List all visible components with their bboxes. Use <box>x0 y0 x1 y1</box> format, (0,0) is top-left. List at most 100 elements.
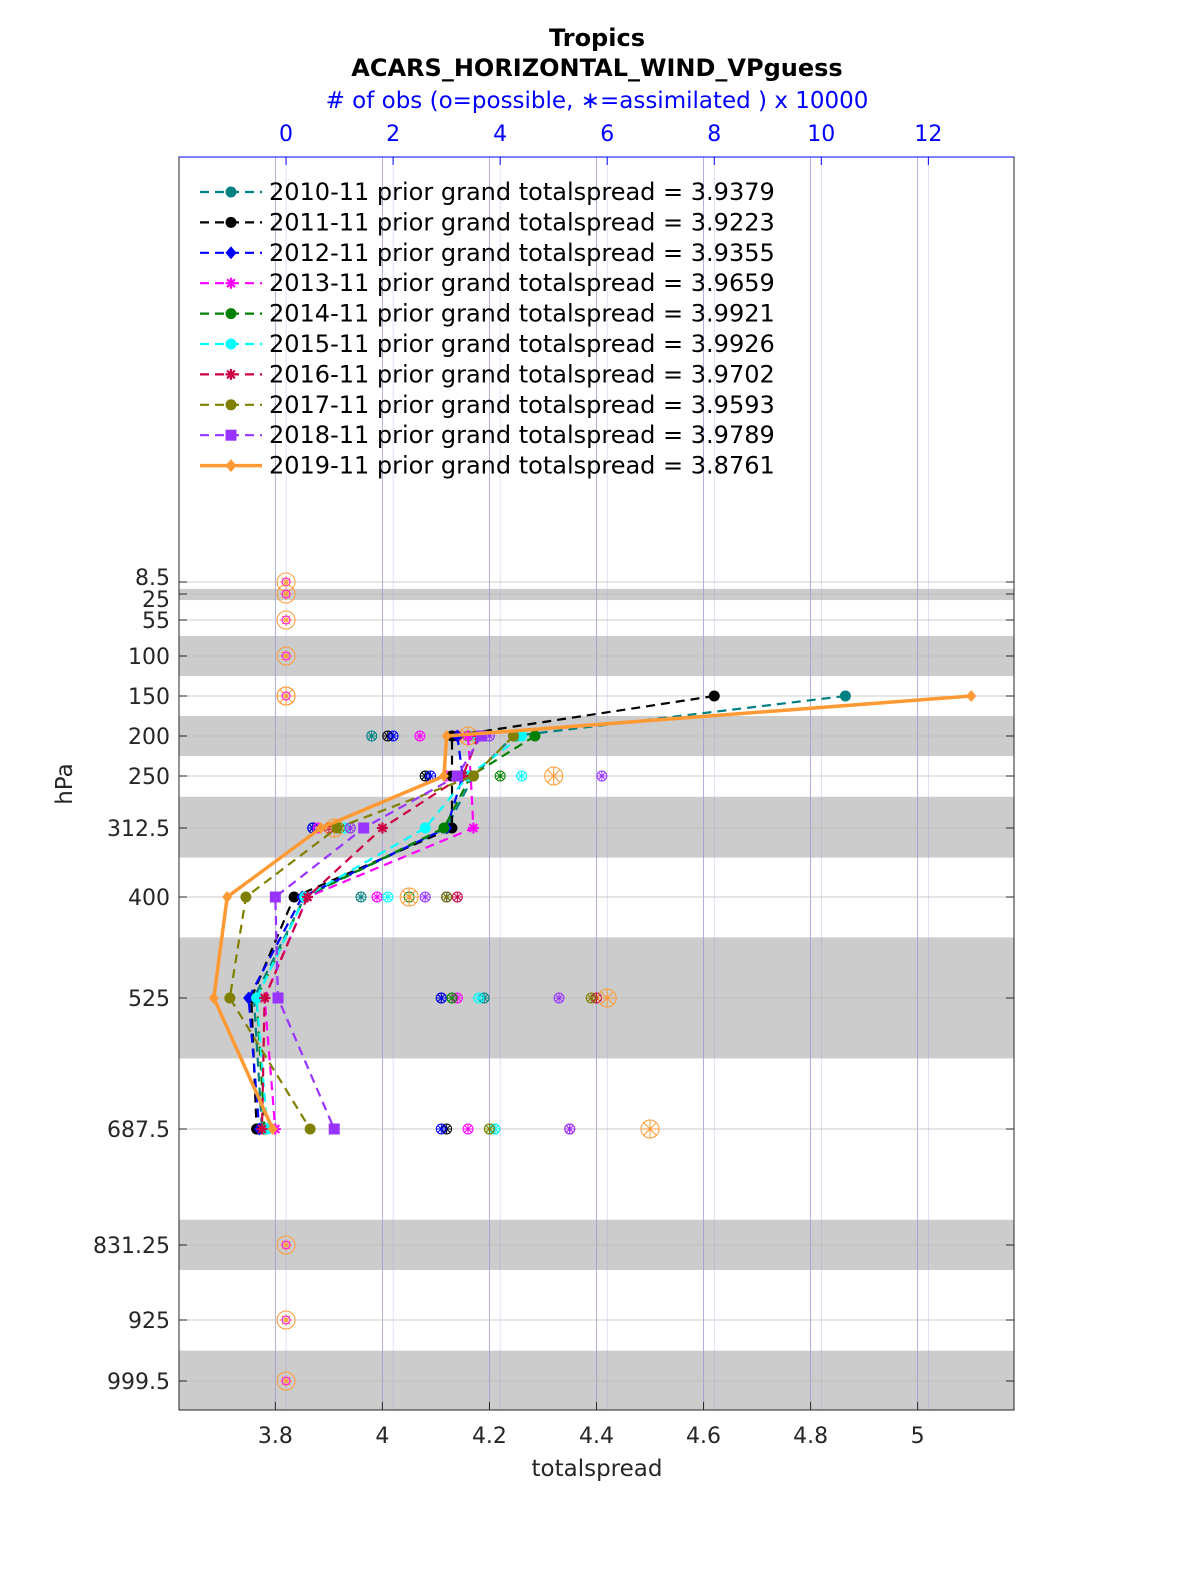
obs-assimilated-marker <box>446 993 457 1003</box>
obs-assimilated-marker <box>441 892 452 902</box>
data-point <box>225 246 237 260</box>
data-point <box>708 690 720 702</box>
obs-possible-marker <box>276 1371 296 1391</box>
legend-item: 2013-11 prior grand totalspread = 3.9659 <box>200 269 775 297</box>
series-line <box>263 735 475 1130</box>
obs-assimilated-marker <box>280 614 293 626</box>
y-tick-label: 25 <box>142 588 170 613</box>
obs-assimilated-marker <box>473 993 484 1003</box>
data-point <box>225 308 237 320</box>
data-point <box>376 822 388 834</box>
legend-item: 2014-11 prior grand totalspread = 3.9921 <box>200 300 775 328</box>
data-point <box>301 891 313 903</box>
obs-assimilated-marker <box>516 771 527 781</box>
legend-label: 2011-11 prior grand totalspread = 3.9223 <box>269 208 775 236</box>
obs-possible-marker <box>276 610 296 630</box>
obs-assimilated-marker <box>414 731 425 741</box>
obs-assimilated-marker <box>345 823 356 833</box>
legend-label: 2010-11 prior grand totalspread = 3.9379 <box>269 178 775 206</box>
obs-possible-marker <box>281 1240 291 1250</box>
legend-label: 2018-11 prior grand totalspread = 3.9789 <box>269 421 775 449</box>
data-point <box>529 730 541 742</box>
obs-possible-marker <box>281 1315 291 1325</box>
x-tick-label: 4.6 <box>686 1424 721 1449</box>
obs-assimilated-marker <box>420 892 431 902</box>
top-tick-label: 2 <box>386 122 400 147</box>
obs-assimilated-marker <box>280 690 293 702</box>
top-axis: 0 2 4 6 8 10 12 <box>279 122 942 165</box>
data-point <box>256 1123 268 1135</box>
x-tick-label: 4.8 <box>793 1424 828 1449</box>
top-tick-label: 4 <box>493 122 507 147</box>
legend-item: 2015-11 prior grand totalspread = 3.9926 <box>200 330 775 358</box>
obs-possible-marker <box>276 646 296 666</box>
legend-label: 2017-11 prior grand totalspread = 3.9593 <box>269 391 775 419</box>
series-line <box>260 735 480 1130</box>
x-tick-label: 4.2 <box>472 1424 507 1449</box>
y-tick-label: 831.25 <box>93 1234 170 1259</box>
series-2014-11 <box>251 730 541 1135</box>
x-tick-label: 3.8 <box>258 1424 293 1449</box>
series-line <box>255 735 523 1130</box>
data-point <box>438 822 450 834</box>
obs-assimilated-marker <box>564 1124 575 1134</box>
obs-assimilated-marker <box>382 892 393 902</box>
legend-item: 2011-11 prior grand totalspread = 3.9223 <box>200 208 775 236</box>
legend-item: 2017-11 prior grand totalspread = 3.9593 <box>200 391 775 419</box>
legend-label: 2015-11 prior grand totalspread = 3.9926 <box>269 330 775 358</box>
y-tick-label: 200 <box>128 725 170 750</box>
legend-label: 2019-11 prior grand totalspread = 3.8761 <box>269 452 775 480</box>
data-point <box>358 822 370 834</box>
legend-label: 2016-11 prior grand totalspread = 3.9702 <box>269 360 775 388</box>
series-line <box>252 694 846 1130</box>
top-tick-label: 10 <box>807 122 835 147</box>
obs-assimilated-marker <box>425 771 436 781</box>
data-point <box>304 1123 316 1135</box>
data-point <box>225 338 237 350</box>
obs-assimilated-marker <box>484 1124 495 1134</box>
obs-assimilated-marker <box>280 1239 293 1251</box>
series-line <box>228 735 515 1130</box>
data-point <box>225 459 237 473</box>
series-2015-11 <box>251 730 528 1135</box>
series-line <box>274 735 483 1130</box>
series-line <box>211 694 972 1130</box>
data-point <box>222 891 233 903</box>
obs-assimilated-marker <box>463 1124 474 1134</box>
obs-possible-marker <box>281 615 291 625</box>
legend: 2010-11 prior grand totalspread = 3.9379… <box>200 178 775 480</box>
data-point <box>419 822 431 834</box>
series-lines <box>208 690 977 1136</box>
obs-possible-marker <box>276 1235 296 1255</box>
legend-label: 2012-11 prior grand totalspread = 3.9355 <box>269 239 775 267</box>
y-tick-label: 55 <box>142 609 170 634</box>
legend-item: 2016-11 prior grand totalspread = 3.9702 <box>200 360 775 388</box>
y-tick-label: 400 <box>128 886 170 911</box>
data-point <box>225 399 237 411</box>
obs-assimilated-marker <box>495 771 506 781</box>
x-tick-label: 4 <box>375 1424 389 1449</box>
series-2018-11 <box>269 730 487 1135</box>
obs-assimilated-marker <box>388 731 399 741</box>
obs-assimilated-marker <box>372 892 383 902</box>
top-tick-label: 12 <box>914 122 942 147</box>
data-point <box>272 992 284 1004</box>
y-tick-label: 312.5 <box>107 817 170 842</box>
obs-assimilated-marker <box>400 888 419 906</box>
obs-assimilated-marker <box>554 993 565 1003</box>
series-2017-11 <box>224 730 520 1135</box>
obs-possible-marker <box>281 577 291 587</box>
top-tick-label: 8 <box>707 122 721 147</box>
data-point <box>328 1123 340 1135</box>
data-point <box>516 730 528 742</box>
obs-assimilated-marker <box>452 892 463 902</box>
legend-item: 2019-11 prior grand totalspread = 3.8761 <box>200 452 775 480</box>
data-point <box>839 690 851 702</box>
data-point <box>966 690 977 702</box>
series-2019-11 <box>208 690 977 1135</box>
data-point <box>225 216 237 228</box>
legend-item: 2018-11 prior grand totalspread = 3.9789 <box>200 421 775 449</box>
x-axis: 3.8 4 4.2 4.4 4.6 4.8 5 <box>258 1402 925 1449</box>
